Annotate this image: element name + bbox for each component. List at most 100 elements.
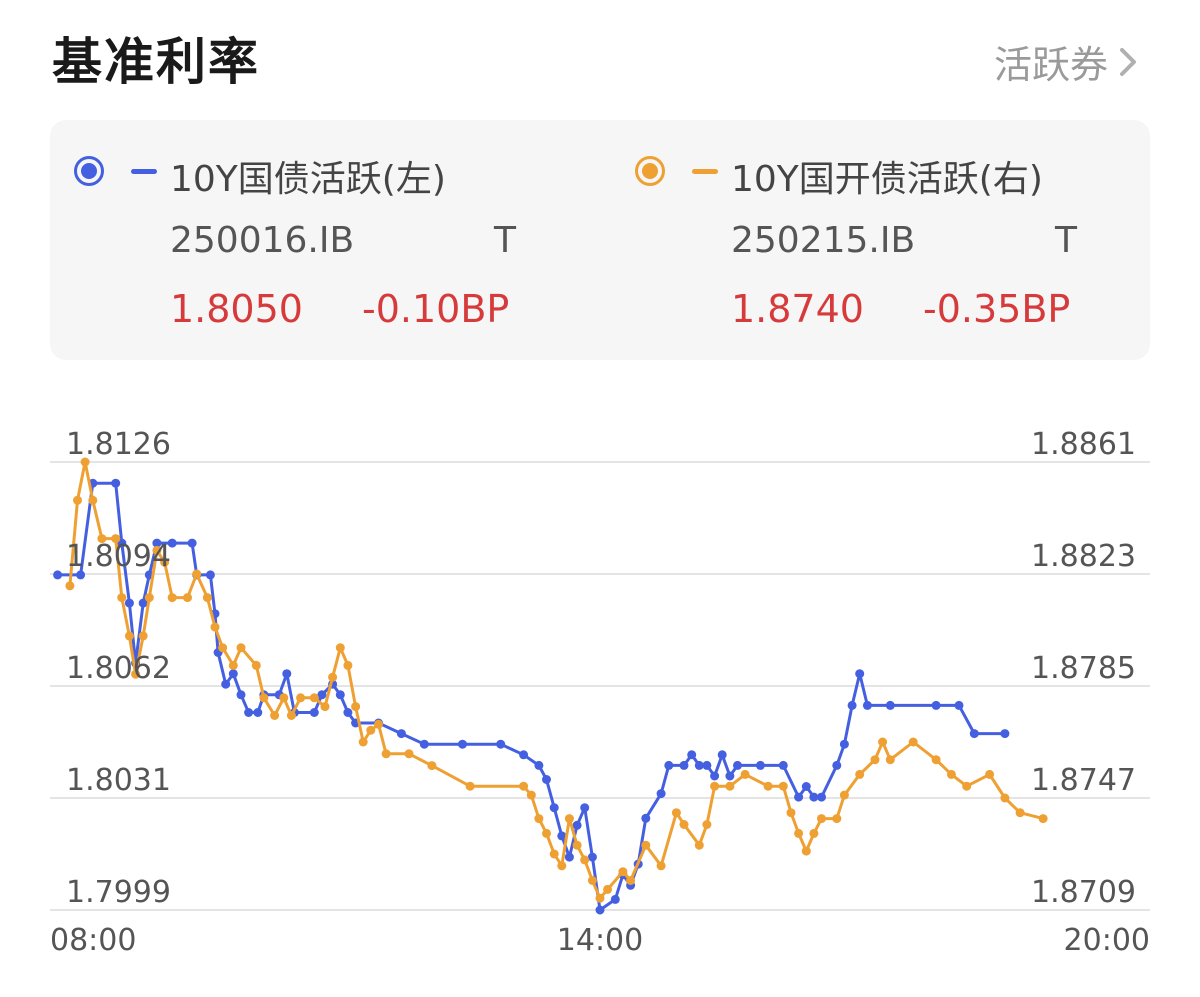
data-point xyxy=(832,760,842,770)
data-point xyxy=(496,739,506,749)
data-point xyxy=(519,750,529,760)
data-point xyxy=(832,814,842,824)
data-point xyxy=(679,820,689,829)
data-point xyxy=(534,760,544,770)
data-point xyxy=(427,761,437,771)
yield-value: 1.8050 xyxy=(170,287,303,331)
data-point xyxy=(702,760,712,770)
data-point xyxy=(778,760,788,770)
y-axis-left-tick-label: 1.8126 xyxy=(66,427,171,462)
data-point xyxy=(88,495,98,505)
data-point xyxy=(317,690,327,700)
data-point xyxy=(358,737,368,747)
data-point xyxy=(664,760,674,770)
data-point xyxy=(1015,808,1025,818)
yield-value: 1.8740 xyxy=(731,287,864,331)
data-point xyxy=(564,852,574,862)
settlement-tag: T xyxy=(494,220,516,261)
x-axis-tick-label: 08:00 xyxy=(50,923,136,958)
data-point xyxy=(192,569,202,579)
data-point xyxy=(351,702,361,712)
data-point xyxy=(885,700,895,710)
data-point xyxy=(603,884,613,894)
data-point xyxy=(702,820,712,829)
data-point xyxy=(733,760,742,770)
data-point xyxy=(717,750,727,760)
y-axis-left-tick-label: 1.8031 xyxy=(66,763,171,798)
data-point xyxy=(343,708,353,717)
data-point xyxy=(885,755,895,765)
series-name: 10Y国债活跃(左) xyxy=(170,159,446,200)
settlement-tag: T xyxy=(1055,220,1077,261)
radio-selected-icon[interactable] xyxy=(635,156,665,186)
data-point xyxy=(251,660,261,670)
data-point xyxy=(76,570,86,580)
data-point xyxy=(187,538,197,548)
data-point xyxy=(962,781,972,791)
data-point xyxy=(320,702,330,712)
data-point xyxy=(138,631,148,641)
data-point xyxy=(946,769,956,779)
data-point xyxy=(111,478,121,488)
y-axis-right-tick-label: 1.8823 xyxy=(1031,539,1136,574)
data-point xyxy=(687,750,697,760)
series-line-treasury xyxy=(57,481,1005,912)
data-point xyxy=(626,876,636,885)
data-point xyxy=(572,840,582,850)
bond-code: 250016.IB xyxy=(170,220,355,261)
data-point xyxy=(549,849,559,859)
data-point xyxy=(1038,814,1048,824)
data-point xyxy=(259,693,269,703)
data-point xyxy=(542,828,551,838)
data-point xyxy=(343,660,353,670)
data-point xyxy=(221,679,231,689)
data-point xyxy=(763,781,773,791)
data-point xyxy=(270,711,280,720)
data-point xyxy=(73,495,82,505)
active-bonds-link[interactable]: 活跃券 xyxy=(994,34,1142,89)
data-point xyxy=(335,690,345,700)
data-point xyxy=(124,598,134,608)
data-point xyxy=(656,789,666,799)
y-axis-left-tick-label: 1.8094 xyxy=(66,539,171,574)
y-axis-left-tick-label: 1.7999 xyxy=(66,875,171,910)
yield-change: -0.10BP xyxy=(362,287,510,331)
data-point xyxy=(282,669,292,679)
data-point xyxy=(870,755,880,765)
data-point xyxy=(152,545,162,555)
y-axis-left-tick-label: 1.8062 xyxy=(66,651,171,686)
data-point xyxy=(710,781,720,791)
data-point xyxy=(534,814,544,824)
data-point xyxy=(549,803,559,813)
data-point xyxy=(855,769,865,779)
series-line-cdb xyxy=(68,460,1044,900)
data-point xyxy=(167,538,177,548)
data-point xyxy=(855,669,865,679)
data-point xyxy=(117,593,127,603)
data-point xyxy=(595,893,605,903)
chevron-right-icon xyxy=(1120,47,1136,76)
data-point xyxy=(228,660,238,670)
data-point xyxy=(794,792,804,802)
bond-code: 250215.IB xyxy=(731,220,916,261)
data-point xyxy=(458,739,467,749)
data-point xyxy=(557,861,567,871)
data-point xyxy=(801,846,811,856)
data-point xyxy=(65,581,75,591)
data-point xyxy=(641,840,651,850)
data-point xyxy=(97,534,107,544)
data-point xyxy=(595,905,605,915)
data-point xyxy=(366,725,376,735)
data-point xyxy=(809,792,819,802)
data-point xyxy=(839,790,849,800)
data-point xyxy=(725,771,735,781)
data-point xyxy=(465,781,475,791)
active-bonds-link-label: 活跃券 xyxy=(993,43,1108,87)
data-point xyxy=(111,534,121,544)
data-point xyxy=(847,700,857,710)
data-point xyxy=(778,781,788,791)
radio-selected-icon[interactable] xyxy=(74,156,104,186)
data-point xyxy=(167,593,177,603)
y-axis-right-tick-label: 1.8747 xyxy=(1031,763,1136,798)
